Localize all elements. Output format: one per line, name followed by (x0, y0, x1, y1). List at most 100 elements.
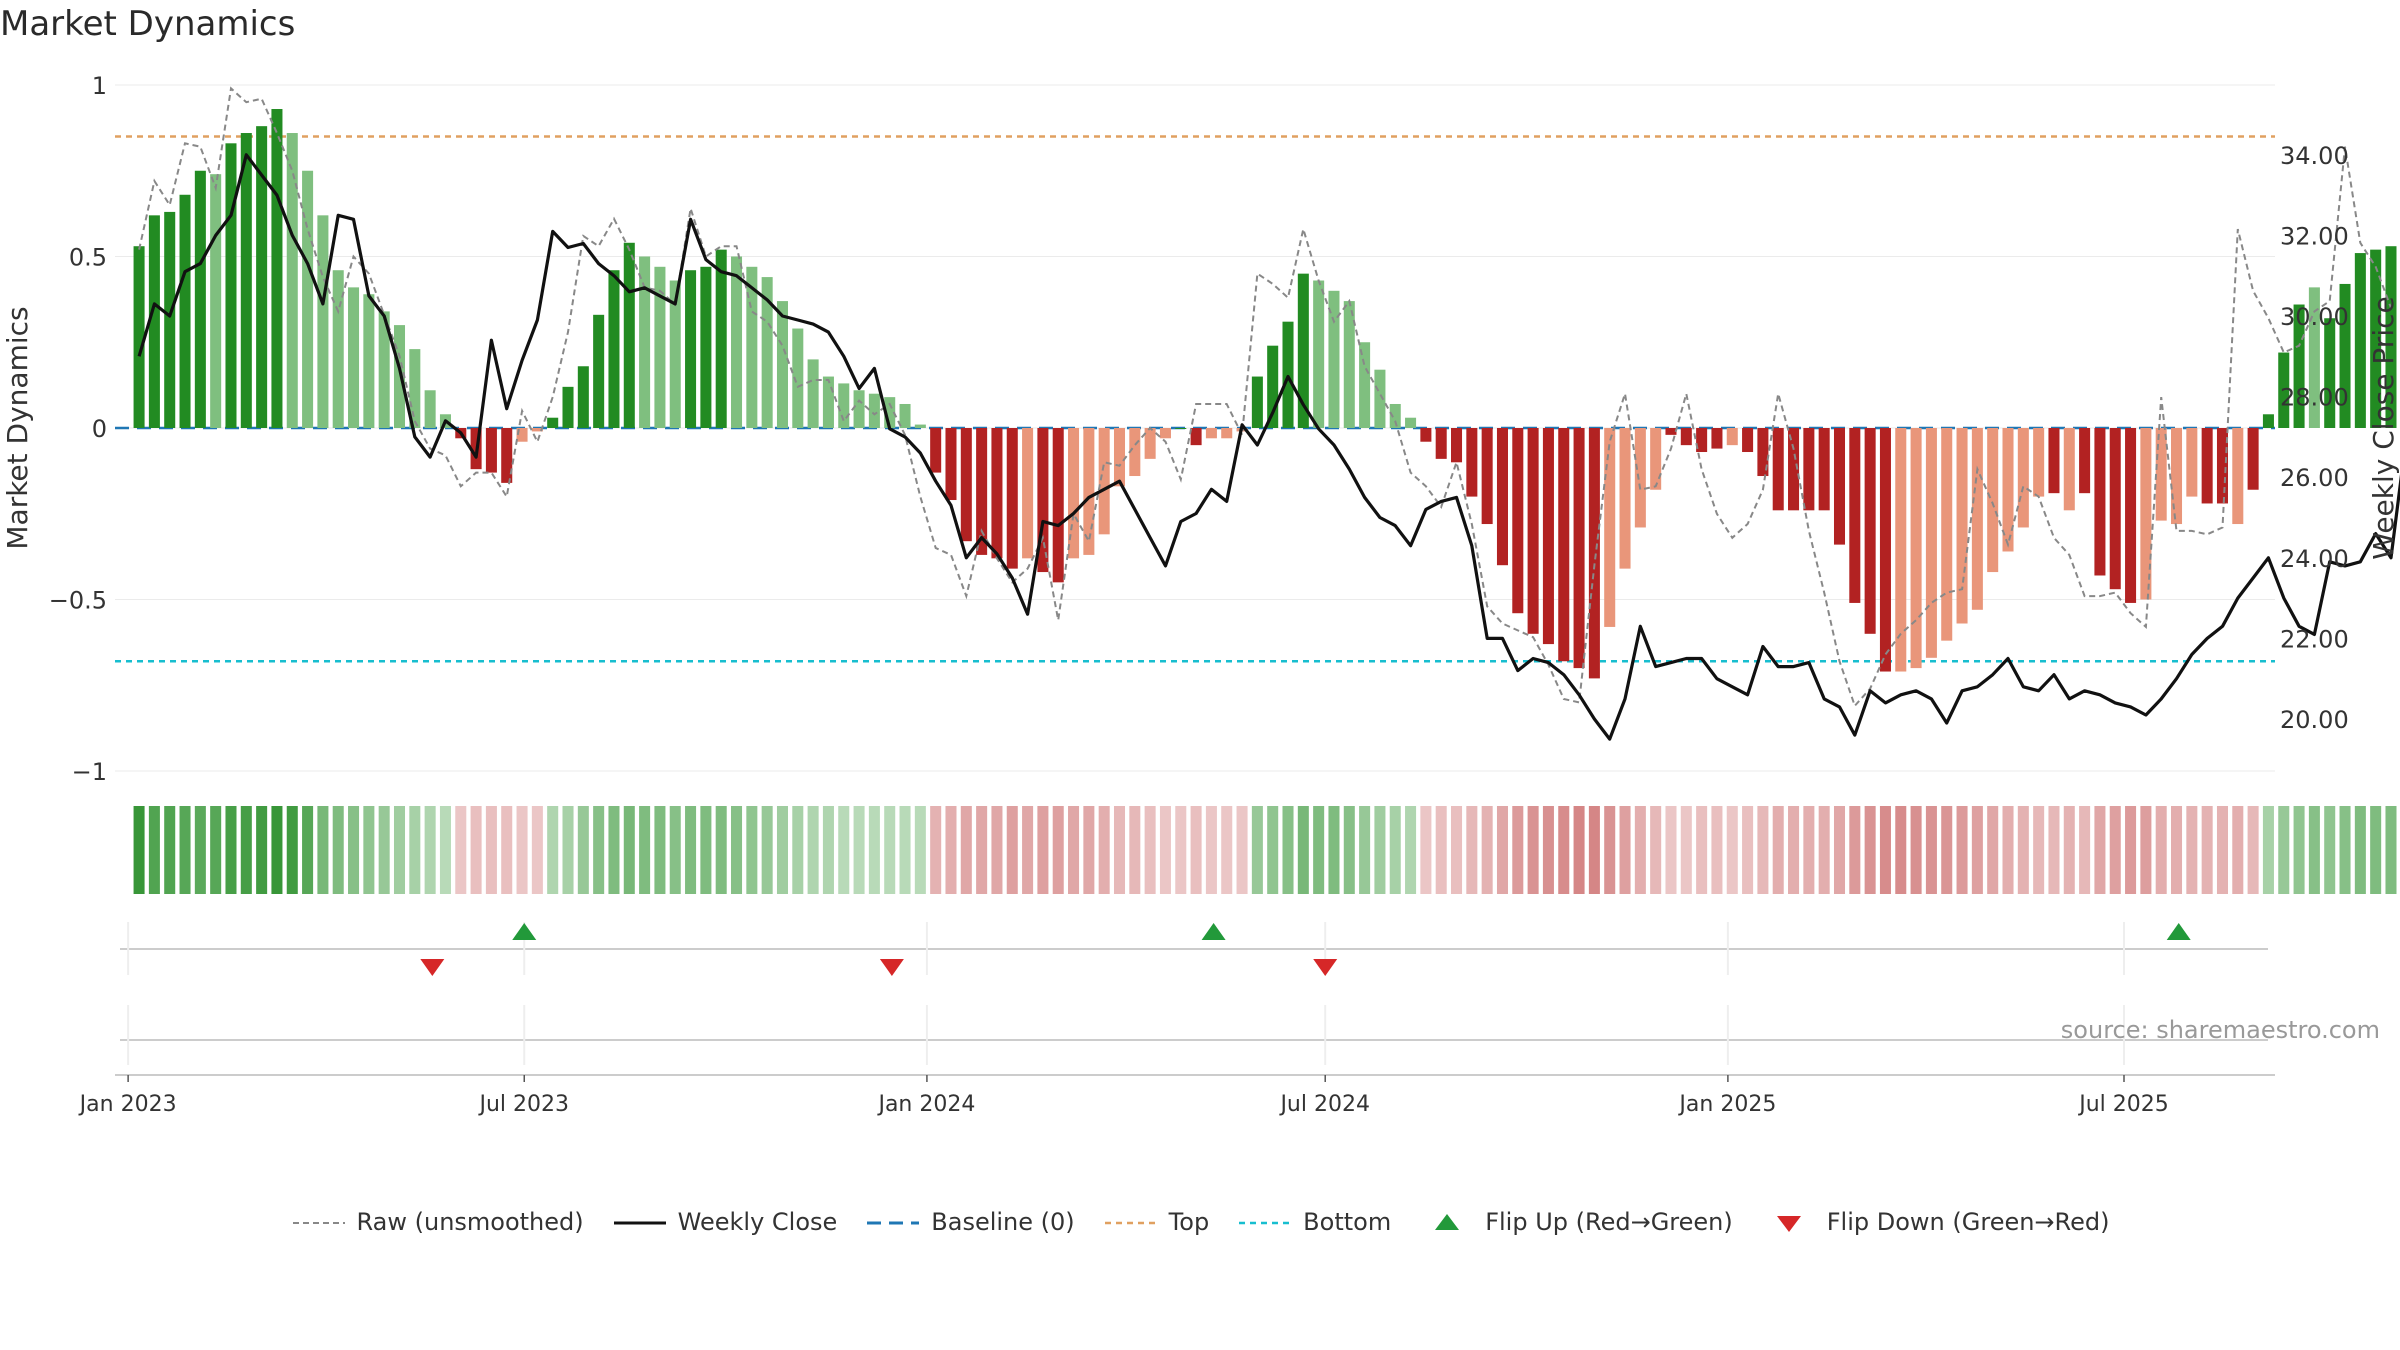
dynamics-bar (2247, 428, 2259, 490)
strip-cell (2385, 806, 2397, 894)
strip-cell (1634, 806, 1646, 894)
dynamics-bar (2109, 428, 2121, 590)
strip-cell (731, 806, 743, 894)
flip-down-marker (420, 959, 445, 976)
dynamics-bar (210, 174, 222, 428)
dynamics-bar (547, 417, 559, 428)
dynamics-bar (1757, 428, 1769, 477)
legend-label: Baseline (0) (931, 1208, 1075, 1236)
strip-cell (256, 806, 268, 894)
dynamics-bar (1833, 428, 1846, 545)
x-tick-label: Jan 2025 (1677, 1092, 1776, 1117)
strip-cell (1956, 806, 1968, 894)
legend-label: Flip Down (Green→Red) (1826, 1208, 2110, 1236)
dynamics-bar (2171, 428, 2183, 525)
dynamics-bar (853, 390, 865, 428)
strip-cell (1098, 806, 1110, 894)
dynamics-bar (1588, 428, 1600, 679)
legend-swatch-raw (292, 1222, 345, 1224)
dynamics-bar (424, 390, 436, 428)
dynamics-bar (960, 428, 972, 542)
strip-cell (1175, 806, 1187, 894)
dynamics-bar (1772, 428, 1784, 511)
x-tick-label: Jan 2023 (78, 1092, 177, 1117)
dynamics-bar (914, 424, 926, 428)
strip-cell (1113, 806, 1126, 894)
dynamics-bar (945, 428, 957, 501)
strip-cell (409, 806, 421, 894)
strip-cell (930, 806, 942, 894)
flip-up-marker (512, 923, 537, 940)
strip-cell (914, 806, 926, 894)
dynamics-bar (1343, 301, 1355, 428)
dynamics-bar (2002, 428, 2014, 552)
strip-cell (1221, 806, 1233, 894)
dynamics-bar (1359, 342, 1371, 428)
strip-cell (1236, 806, 1248, 894)
dynamics-bar (1711, 428, 1723, 449)
strip-cell (1573, 806, 1585, 894)
strip-cell (424, 806, 436, 894)
strip-cell (776, 806, 788, 894)
legend-item-bottom: Bottom (1237, 1208, 1391, 1236)
legend-item-top: Top (1103, 1208, 1209, 1236)
strip-cell (2109, 806, 2121, 894)
legend: Raw (unsmoothed) Weekly Close Baseline (0)… (0, 1207, 2400, 1236)
dynamics-bar (930, 428, 942, 473)
dynamics-bar (2063, 428, 2075, 511)
flip-up-icon (1435, 1214, 1460, 1230)
strip-cell (1068, 806, 1080, 894)
dynamics-bar (271, 109, 283, 428)
dynamics-bar (2232, 428, 2244, 525)
y-left-tick-label: 0.5 (69, 244, 107, 272)
dynamics-bar (807, 359, 819, 428)
dynamics-bar (225, 143, 237, 428)
dynamics-bar (1175, 428, 1187, 429)
dynamics-bar (501, 428, 513, 483)
strip-cell (1451, 806, 1463, 894)
strip-cell (1481, 806, 1493, 894)
dynamics-bar (899, 403, 911, 428)
strip-cell (715, 806, 727, 894)
y-left-tick-label: 0 (92, 415, 107, 443)
dynamics-bar (1971, 428, 1983, 610)
strip-cell (960, 806, 972, 894)
strip-cell (2339, 806, 2351, 894)
dynamics-bar (1374, 369, 1386, 428)
dynamics-bar (1558, 428, 1570, 662)
dynamics-bar (1788, 428, 1800, 511)
strip-cell (746, 806, 758, 894)
dynamics-bar (2033, 428, 2045, 497)
strip-cell (2247, 806, 2259, 894)
strip-cell (991, 806, 1003, 894)
strip-cell (1742, 806, 1754, 894)
dynamics-bar (1941, 428, 1953, 641)
strip-cell (516, 806, 528, 894)
legend-swatch-bottom (1239, 1221, 1292, 1225)
legend-label: Bottom (1303, 1208, 1392, 1236)
strip-cell (562, 806, 574, 894)
strip-cell (1297, 806, 1309, 894)
dynamics-bar (1910, 428, 1922, 669)
strip-cell (1052, 806, 1064, 894)
dynamics-bar (1481, 428, 1493, 525)
strip-cell (531, 806, 543, 894)
dynamics-bar (1864, 428, 1876, 634)
legend-item-raw: Raw (unsmoothed) (291, 1208, 584, 1236)
strip-cell (822, 806, 834, 894)
chart-title: Market Dynamics (0, 4, 296, 44)
dynamics-bar (1144, 428, 1156, 459)
y-right-tick-label: 26.00 (2280, 464, 2349, 492)
dynamics-bar (1634, 428, 1646, 528)
strip-cell (1389, 806, 1401, 894)
strip-cell (1665, 806, 1677, 894)
flip-markers-panel (120, 922, 2268, 1065)
dynamics-bar (1466, 428, 1478, 497)
dynamics-bar (654, 266, 666, 428)
dynamics-bar (1527, 428, 1539, 634)
strip-cell (2017, 806, 2029, 894)
dynamics-bar (1068, 428, 1080, 559)
strip-cell (1037, 806, 1049, 894)
y-right-tick-label: 24.00 (2280, 545, 2349, 573)
